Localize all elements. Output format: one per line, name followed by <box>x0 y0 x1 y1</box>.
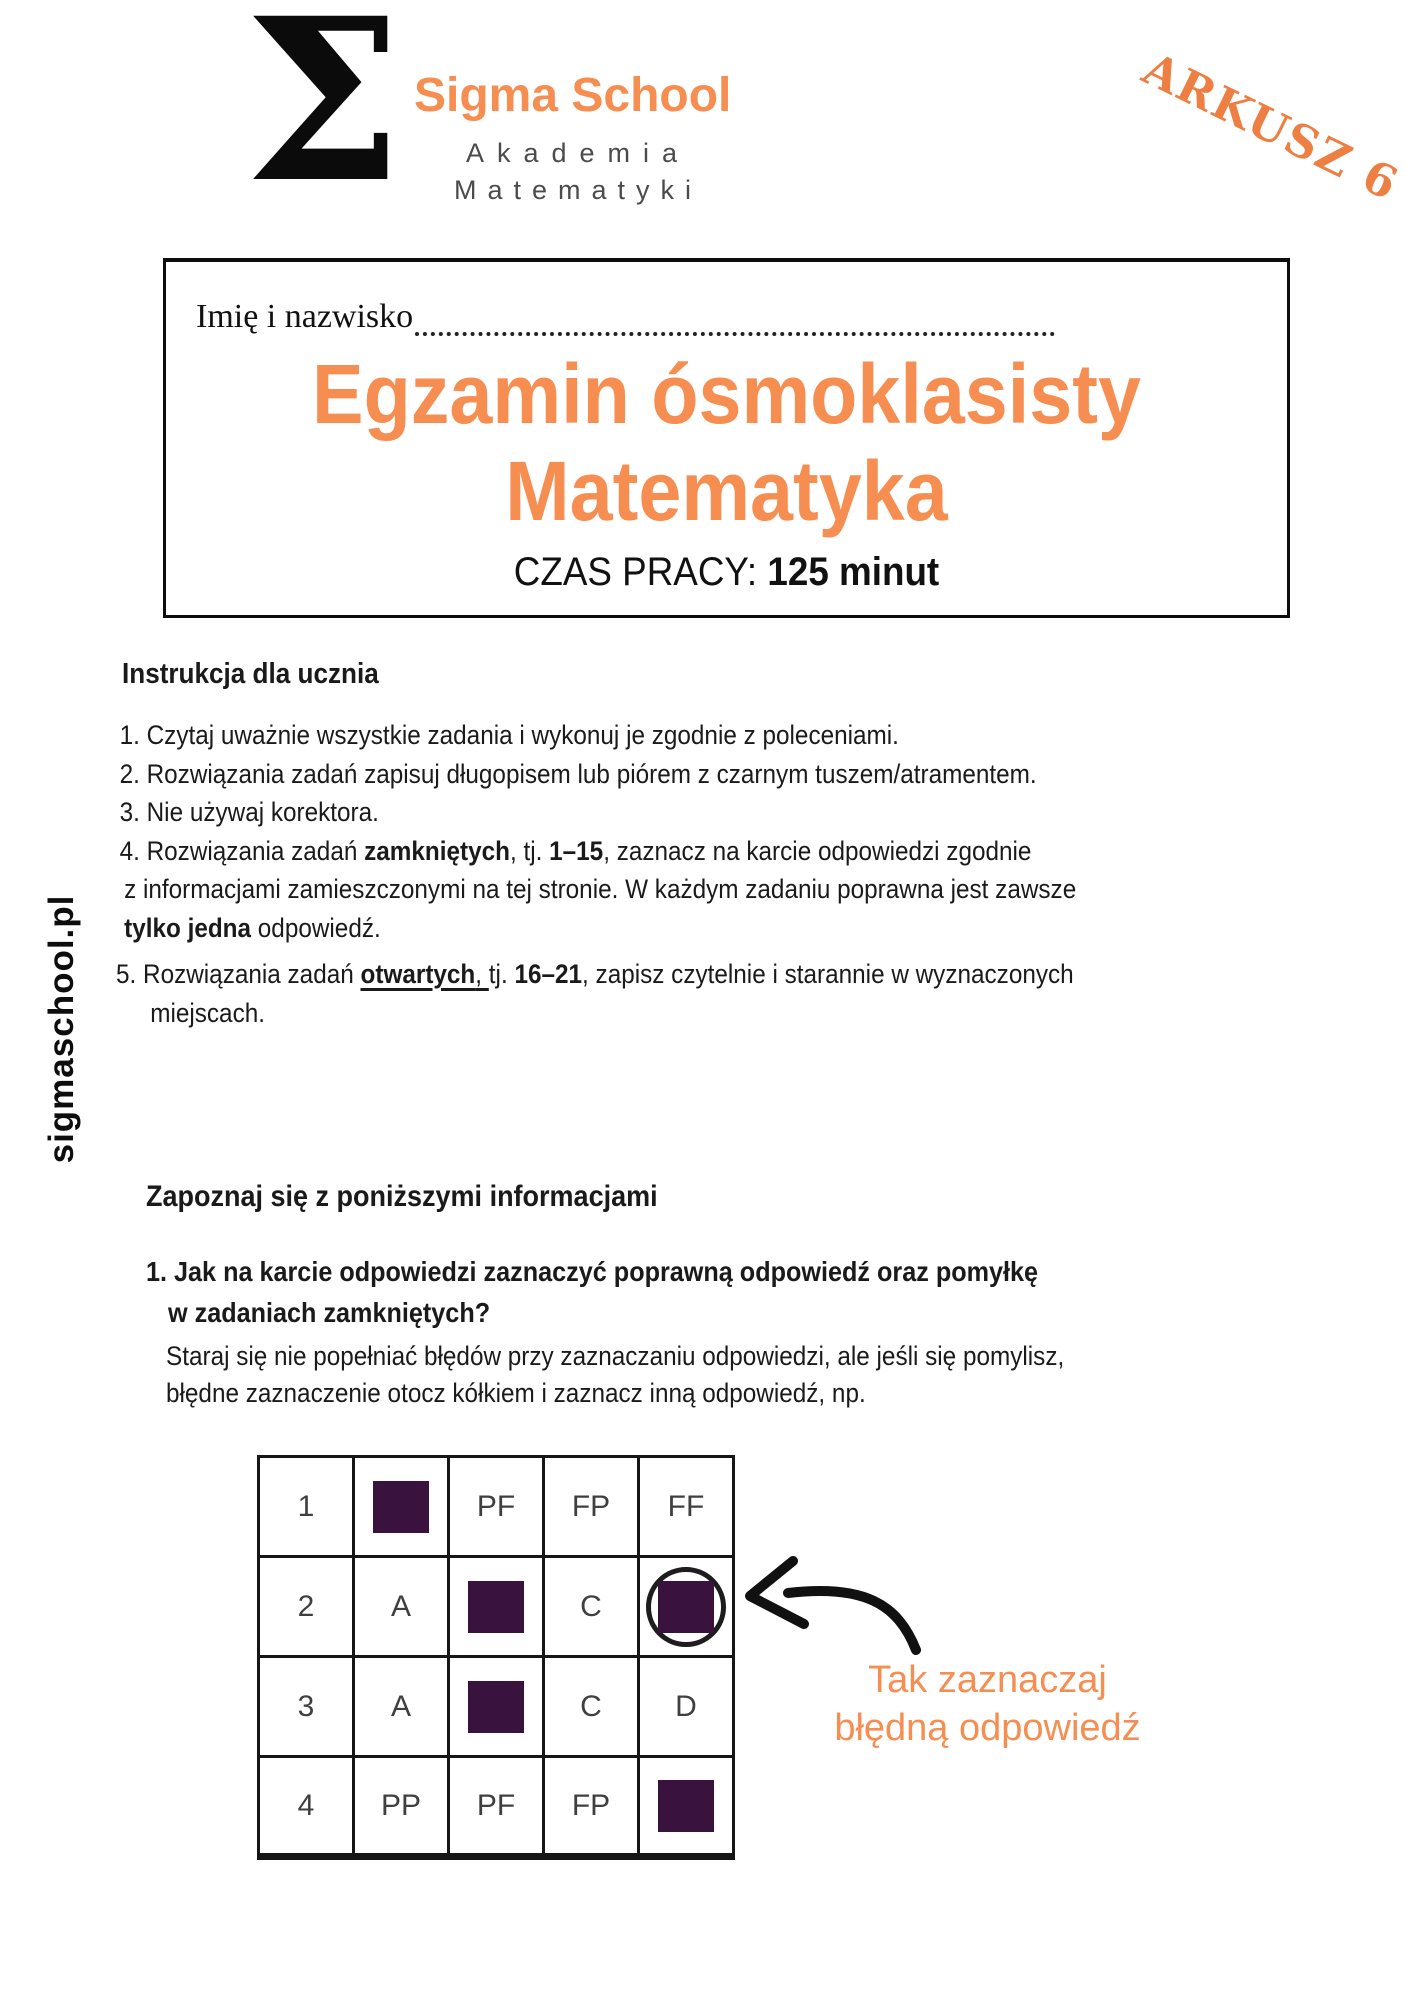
table-row: 4 PP PF FP <box>257 1755 735 1858</box>
question-body-line1: Staraj się nie popełniać błędów przy zaz… <box>166 1341 1065 1371</box>
text-segment: 1. Czytaj uważnie wszystkie zadania i wy… <box>119 720 899 750</box>
name-dotted-line <box>415 302 1056 336</box>
filled-square-mark <box>468 1580 524 1633</box>
instruction-line: 5. Rozwiązania zadań otwartych, tj. 16–2… <box>116 955 1076 994</box>
text-segment: miejscach. <box>150 997 265 1028</box>
answer-cell: 2 <box>257 1555 355 1658</box>
text-segment: odpowiedź. <box>251 912 381 943</box>
instruction-line: 4. Rozwiązania zadań zamkniętych, tj. 1–… <box>116 832 1076 871</box>
text-segment: z informacjami zamieszczonymi na tej str… <box>124 874 1077 904</box>
instruction-line: tylko jedna odpowiedź. <box>116 909 1076 948</box>
answer-cell: PF <box>447 1755 545 1858</box>
text-segment: 16–21 <box>514 959 583 989</box>
instruction-line: 3. Nie używaj korektora. <box>116 793 1076 832</box>
annotation-line1: Tak zaznaczaj <box>868 1659 1107 1701</box>
text-segment: 2. Rozwiązania zadań zapisuj długopisem … <box>119 758 1037 789</box>
answer-cell <box>447 1555 545 1658</box>
question-body-line2: błędne zaznaczenie otocz kółkiem i zazna… <box>166 1378 866 1408</box>
answer-cell: C <box>542 1555 640 1658</box>
exam-time: CZAS PRACY: 125 minut <box>211 550 1242 595</box>
answer-cell: FF <box>637 1455 735 1558</box>
exam-time-value: 125 minut <box>767 550 940 594</box>
text-segment: , tj. <box>509 835 550 866</box>
answer-cell <box>637 1555 735 1658</box>
answer-cell: PP <box>352 1755 450 1858</box>
text-segment: otwartych <box>360 959 476 989</box>
answer-cell: A <box>352 1555 450 1658</box>
arrow-icon <box>745 1556 921 1655</box>
arkusz-badge: ARKUSZ 6 <box>1134 42 1408 212</box>
name-field-row: Imię i nazwisko <box>196 298 1056 336</box>
text-segment: 1–15 <box>549 835 604 866</box>
exam-title-line2: Matematyka <box>505 444 948 538</box>
filled-square-mark <box>373 1480 429 1533</box>
annotation-line2: błędną odpowiedź <box>834 1707 1141 1749</box>
exam-title: Egzamin ósmoklasisty Matematyka <box>211 346 1242 540</box>
answer-cell: C <box>542 1655 640 1758</box>
info-heading: Zapoznaj się z poniższymi informacjami <box>146 1180 658 1213</box>
answer-cell: 4 <box>257 1755 355 1858</box>
text-segment: 3. Nie używaj korektora. <box>119 797 379 827</box>
instruction-line: z informacjami zamieszczonymi na tej str… <box>116 870 1076 909</box>
logo-name: Sigma School <box>414 69 732 122</box>
answer-cell: 3 <box>257 1655 355 1758</box>
answer-cell: PF <box>447 1455 545 1558</box>
text-segment: 5. Rozwiązania zadań <box>116 959 361 989</box>
filled-square-mark <box>468 1680 524 1733</box>
text-segment: 4. Rozwiązania zadań <box>119 835 365 866</box>
text-segment: zamkniętych <box>364 835 510 866</box>
answer-cell <box>637 1755 735 1858</box>
answer-cell: 1 <box>257 1455 355 1558</box>
instructions-list: 1. Czytaj uważnie wszystkie zadania i wy… <box>116 716 1183 1032</box>
filled-square-mark <box>658 1779 714 1832</box>
header-box: Imię i nazwisko Egzamin ósmoklasisty Mat… <box>163 258 1290 618</box>
name-field-label: Imię i nazwisko <box>196 298 414 335</box>
logo-subtitle-line2: Matematyki <box>453 175 703 205</box>
filled-square-mark <box>658 1580 714 1633</box>
annotation-text: Tak zaznaczaj błędną odpowiedź <box>760 1656 1215 1752</box>
text-segment: tj. <box>488 959 515 989</box>
answer-cell: FP <box>542 1455 640 1558</box>
instructions-heading: Instrukcja dla ucznia <box>122 658 379 690</box>
answer-cell <box>352 1455 450 1558</box>
logo-subtitle-line1: Akademia <box>465 138 691 168</box>
question-line1: 1. Jak na karcie odpowiedzi zaznaczyć po… <box>146 1256 1039 1287</box>
text-segment: , zaznacz na karcie odpowiedzi zgodnie <box>603 835 1032 866</box>
answer-example-table: 1 PF FP FF 2 A C 3 A C D 4 PP PF FP <box>257 1455 735 1860</box>
text-segment: , zapisz czytelnie i starannie w wyznacz… <box>582 959 1074 989</box>
exam-time-label: CZAS PRACY: <box>513 550 758 594</box>
question-line2: w zadaniach zamkniętych? <box>168 1297 491 1328</box>
exam-title-line1: Egzamin ósmoklasisty <box>312 347 1141 441</box>
answer-cell: FP <box>542 1755 640 1858</box>
instruction-line: 1. Czytaj uważnie wszystkie zadania i wy… <box>116 716 1076 755</box>
table-row: 1 PF FP FF <box>257 1455 735 1558</box>
text-segment: tylko jedna <box>124 912 252 943</box>
site-watermark: sigmaschool.pl <box>42 894 81 1164</box>
text-segment: , <box>475 959 489 989</box>
answer-cell <box>447 1655 545 1758</box>
sigma-logo-icon: Σ <box>244 0 403 232</box>
answer-cell: A <box>352 1655 450 1758</box>
instruction-line: miejscach. <box>116 994 1076 1033</box>
answer-cell: D <box>637 1655 735 1758</box>
error-circle-mark <box>646 1566 726 1647</box>
instruction-line: 2. Rozwiązania zadań zapisuj długopisem … <box>116 755 1076 794</box>
